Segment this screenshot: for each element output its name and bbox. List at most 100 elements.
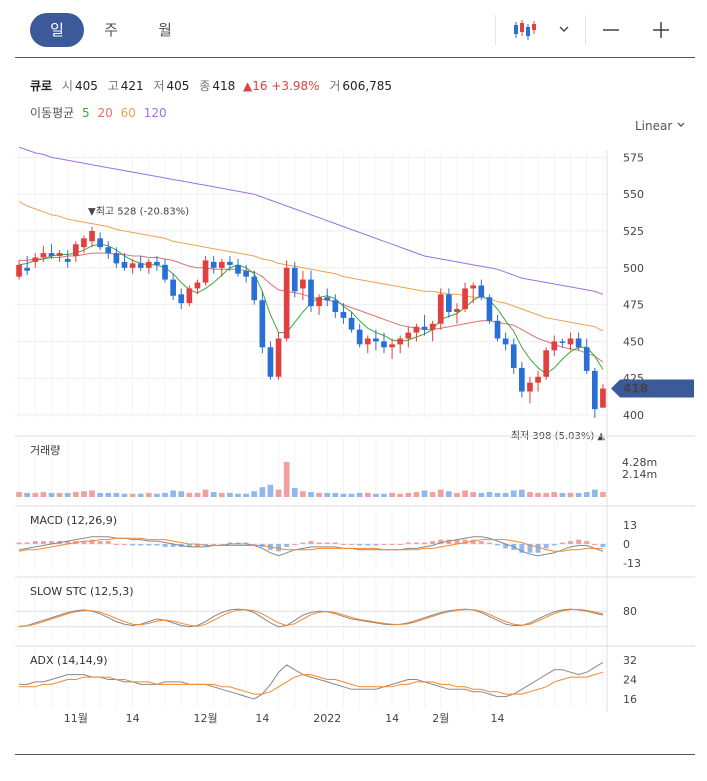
tab-day[interactable]: 일 <box>30 13 84 47</box>
quote-summary: 큐로 시 405 고 421 저 405 종 418 ▲16 +3.98% 거 606,7… <box>30 77 392 94</box>
volume-bar <box>600 492 606 497</box>
volume-bar <box>64 492 71 497</box>
volume-bar <box>356 492 363 497</box>
candle-body <box>210 261 217 268</box>
candle-body <box>81 238 87 248</box>
volume-bar <box>162 492 168 497</box>
candle-body <box>381 341 387 348</box>
macd-histogram-bar <box>40 541 46 544</box>
volume-bar <box>381 493 387 497</box>
tab-month[interactable]: 월 <box>158 21 172 39</box>
macd-histogram-bar <box>389 544 395 545</box>
macd-histogram-bar <box>576 539 582 544</box>
candle-body <box>389 344 395 348</box>
volume-bar <box>583 492 590 497</box>
high-value: 421 <box>120 79 144 93</box>
candle-body <box>559 341 566 343</box>
scale-mode-dropdown[interactable]: Linear <box>635 119 686 133</box>
stochastic-d-line <box>19 608 604 627</box>
volume-bar <box>316 492 322 497</box>
volume-bar <box>519 489 525 497</box>
macd-histogram-bar <box>49 541 54 544</box>
macd-histogram-bar <box>341 544 346 545</box>
volume-bar <box>527 492 533 497</box>
volume-bar <box>373 493 379 497</box>
candle-body <box>316 297 322 307</box>
price-tick-label: 575 <box>623 151 644 164</box>
volume-bar <box>502 492 509 497</box>
candle-body <box>324 297 331 301</box>
volume-bar <box>121 493 128 497</box>
macd-tick-label: 13 <box>623 519 637 532</box>
macd-histogram-bar <box>365 544 371 546</box>
volume-bar <box>89 490 95 497</box>
macd-histogram-bar <box>397 544 403 545</box>
ma-legend-title: 이동평균 <box>30 106 75 120</box>
volume-bar <box>575 492 582 497</box>
candle-body <box>454 309 460 312</box>
adx-tick-label: 32 <box>623 654 637 667</box>
candle-body <box>470 285 477 289</box>
macd-histogram-bar <box>373 544 379 546</box>
tab-week[interactable]: 주 <box>104 21 118 39</box>
candle-body <box>405 332 412 339</box>
volume-bar <box>486 492 493 497</box>
volume-bar <box>72 492 79 497</box>
macd-histogram-bar <box>308 541 314 544</box>
candle-body <box>535 376 541 383</box>
low-value: 405 <box>166 79 190 93</box>
macd-histogram-bar <box>413 542 419 544</box>
moving-average-legend: 이동평균 5 20 60 120 <box>30 104 167 121</box>
volume-bar <box>421 490 428 497</box>
macd-histogram-bar <box>592 544 598 545</box>
macd-histogram-bar <box>405 542 411 544</box>
candle-body <box>300 279 306 289</box>
candle-body <box>348 317 355 330</box>
volume-bar <box>478 492 485 497</box>
ma20-label: 20 <box>97 106 113 120</box>
x-axis-tick-label: 14 <box>385 712 399 725</box>
volume-bar <box>389 492 395 497</box>
macd-histogram-bar <box>284 544 290 547</box>
volume-bar <box>145 492 152 497</box>
price-tick-label: 500 <box>623 262 644 275</box>
macd-histogram-bar <box>324 542 330 544</box>
zoom-out-icon[interactable] <box>601 20 621 40</box>
ma120-line <box>18 146 604 295</box>
volume-tick-label: 2.14m <box>622 468 657 481</box>
candlestick-type-icon[interactable] <box>513 18 539 42</box>
candle-body <box>502 338 509 345</box>
macd-histogram-bar <box>349 544 354 545</box>
high-label: 고 <box>107 79 119 93</box>
macd-tick-label: 0 <box>623 538 630 551</box>
candle-body <box>235 264 241 274</box>
zoom-in-icon[interactable] <box>651 20 671 40</box>
stochastic-panel-title: SLOW STC (12,5,3) <box>30 585 134 598</box>
volume-bar <box>470 492 477 497</box>
candle-body <box>575 338 582 348</box>
macd-histogram-bar <box>503 544 509 549</box>
macd-histogram-bar <box>113 544 119 545</box>
volume-bar <box>462 490 468 497</box>
x-axis-tick-label: 14 <box>255 712 269 725</box>
macd-histogram-bar <box>300 542 306 544</box>
candle-body <box>446 294 452 312</box>
macd-histogram-bar <box>559 542 565 544</box>
volume-bar <box>251 491 258 497</box>
macd-histogram-bar <box>105 541 111 544</box>
candle-body <box>24 267 31 271</box>
current-price-tag <box>611 379 694 398</box>
volume-bar <box>97 492 103 497</box>
chevron-down-icon[interactable] <box>557 21 571 37</box>
candle-body <box>308 279 314 307</box>
candle-body <box>413 326 420 333</box>
volume-bar <box>267 484 274 497</box>
candle-body <box>462 288 468 310</box>
volume-bar <box>535 492 541 497</box>
candle-body <box>227 261 233 265</box>
volume-tick-label: 4.28m <box>622 456 657 469</box>
macd-histogram-bar <box>186 544 192 547</box>
macd-histogram-bar <box>495 544 500 546</box>
candle-body <box>72 244 79 257</box>
